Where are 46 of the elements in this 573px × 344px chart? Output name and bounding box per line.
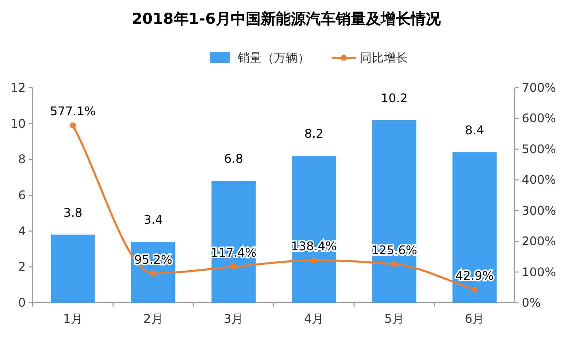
data-label: 3.4 (144, 213, 164, 228)
x-tick-label: 3月 (224, 312, 244, 326)
data-label: 95.2% (134, 252, 173, 267)
point (150, 270, 156, 277)
y2-tick-label: 300% (522, 204, 556, 218)
data-label: 8.4 (465, 124, 484, 138)
y2-tick-label: 200% (522, 234, 556, 249)
data-label: 3.8 (64, 206, 83, 220)
bar (372, 120, 417, 303)
point (392, 261, 398, 268)
y-tick-label: 2 (18, 260, 26, 274)
y-tick-label: 0 (18, 296, 26, 310)
x-tick-label: 5月 (384, 312, 404, 326)
point (230, 264, 237, 270)
y2-tick-label: 500% (522, 142, 556, 156)
legend-label: 同比增长 (360, 51, 408, 65)
y2-tick-label: 100% (522, 265, 556, 280)
x-tick-label: 4月 (304, 312, 324, 326)
y-tick-label: 6 (18, 188, 26, 202)
y2-tick-label: 0% (522, 296, 542, 310)
point (311, 257, 318, 264)
data-label: 6.8 (224, 152, 244, 166)
data-label: 10.2 (381, 91, 408, 106)
data-label: 8.2 (304, 127, 324, 142)
y-tick-label: 4 (18, 224, 26, 238)
x-tick-label: 1月 (63, 312, 83, 326)
y-tick-label: 10 (10, 116, 26, 131)
y-tick-label: 12 (10, 81, 26, 95)
bar (212, 181, 256, 303)
point (472, 286, 478, 293)
data-label: 138.4% (291, 239, 338, 254)
chart-title: 2018年1-6月中国新能源汽车销量及增长情况 (132, 10, 442, 28)
data-label: 117.4% (210, 246, 257, 260)
point (70, 122, 76, 129)
bar (452, 152, 497, 303)
data-label: 42.9% (456, 268, 494, 283)
y2-tick-label: 600% (522, 112, 556, 126)
y-tick-label: 8 (18, 152, 26, 167)
data-label: 577.1% (50, 104, 96, 119)
y2-tick-label: 700% (522, 81, 556, 95)
y2-tick-label: 400% (522, 173, 556, 188)
bar (51, 234, 96, 303)
x-tick-label: 6月 (465, 312, 485, 326)
legend-label: 销量（万辆） (237, 51, 310, 65)
bar (292, 156, 336, 303)
x-tick-label: 2月 (144, 312, 164, 326)
